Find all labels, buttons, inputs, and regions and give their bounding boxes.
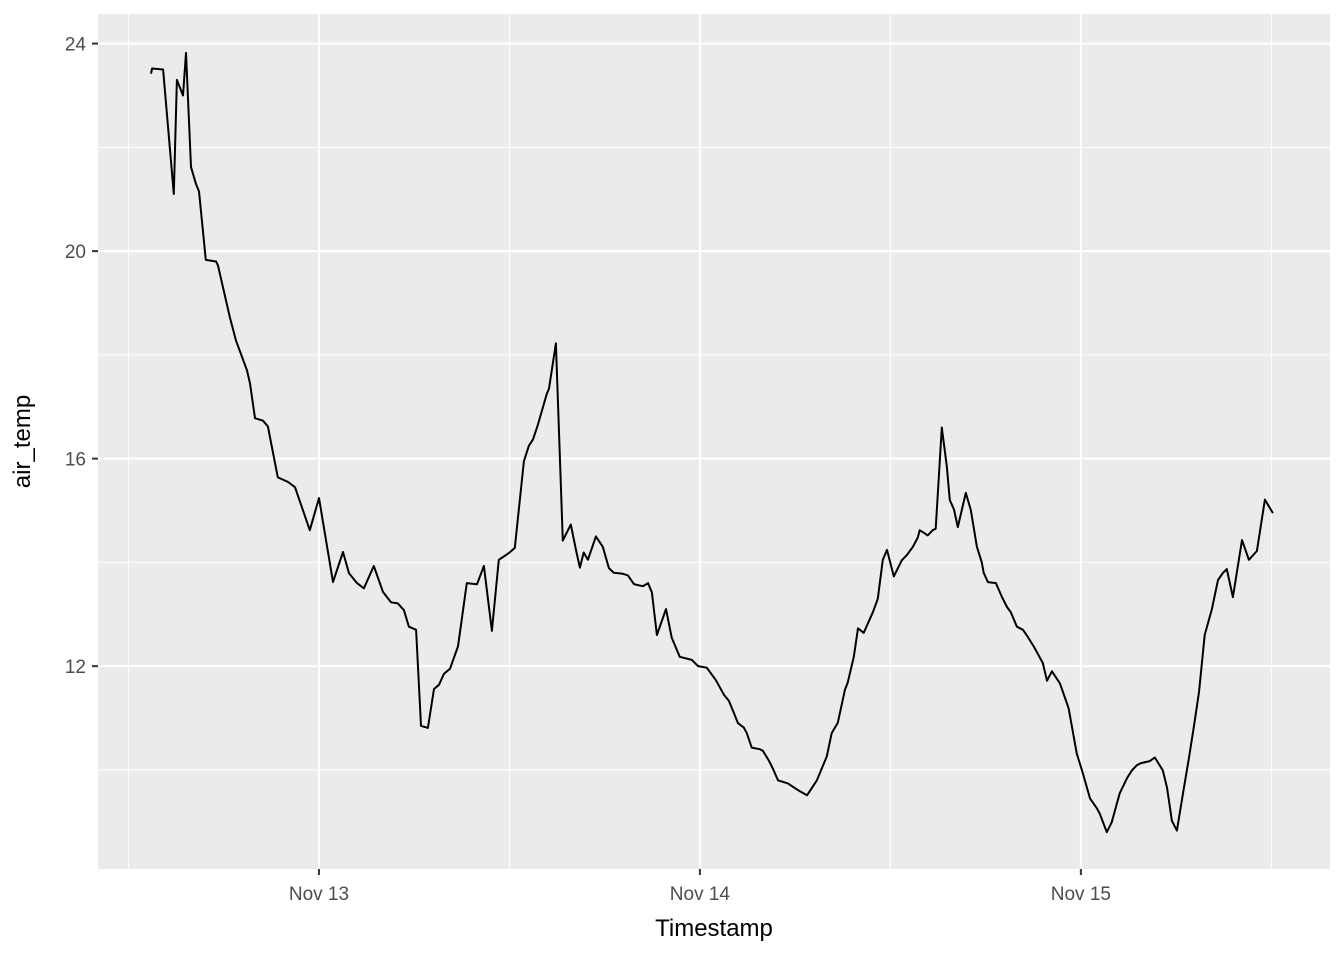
series-lines	[150, 51, 1274, 834]
x-tick-label: Nov 13	[289, 884, 349, 905]
gridlines	[98, 14, 1330, 869]
axis-ticks: 12 16 20 24 Nov 13 Nov 14 Nov 15	[65, 35, 1111, 905]
x-tick-label: Nov 14	[670, 884, 731, 905]
x-tick-label: Nov 15	[1051, 884, 1111, 905]
plot-panel	[98, 14, 1330, 869]
y-tick-label: 20	[65, 242, 86, 263]
y-axis-title: air_temp	[9, 395, 36, 488]
y-tick-label: 16	[65, 450, 86, 471]
y-tick-label: 12	[65, 657, 86, 678]
x-axis-title: Timestamp	[655, 915, 773, 942]
panel-background	[98, 14, 1330, 869]
series-line-air_temp	[150, 51, 1274, 834]
y-tick-label: 24	[65, 35, 87, 56]
